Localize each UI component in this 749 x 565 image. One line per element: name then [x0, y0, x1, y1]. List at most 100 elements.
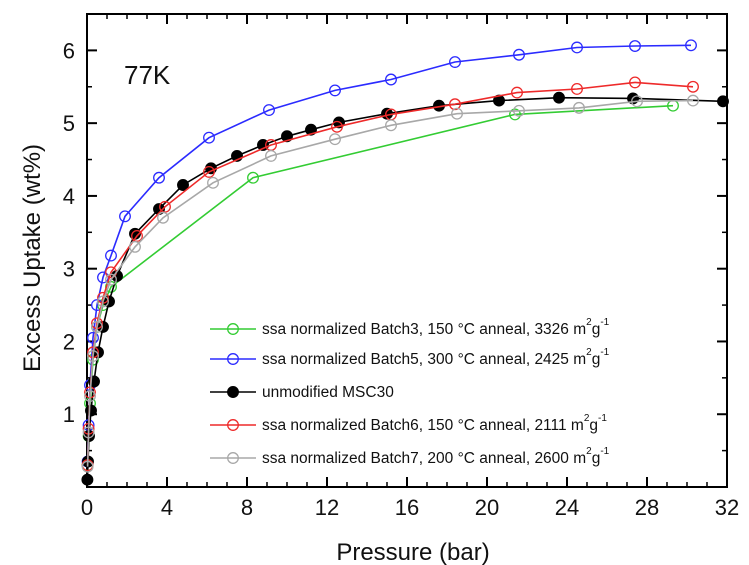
x-tick-label: 12 — [315, 495, 339, 520]
legend-label-sup: -1 — [600, 317, 609, 328]
data-point — [513, 48, 525, 61]
data-point — [449, 98, 461, 111]
legend-label: ssa normalized Batch5, 300 °C anneal, 24… — [262, 347, 610, 368]
legend-label: ssa normalized Batch6, 150 °C anneal, 21… — [262, 413, 607, 434]
data-point — [81, 460, 94, 473]
data-point — [203, 165, 215, 178]
y-tick-label: 4 — [63, 184, 75, 209]
legend: ssa normalized Batch3, 150 °C anneal, 33… — [210, 317, 610, 467]
x-tick-label: 0 — [81, 495, 93, 520]
data-point — [129, 240, 141, 253]
data-point — [247, 171, 259, 184]
data-point — [263, 104, 275, 117]
x-tick-label: 28 — [635, 495, 659, 520]
x-tick-label: 20 — [475, 495, 499, 520]
y-axis-title: Excess Uptake (wt%) — [19, 144, 46, 372]
data-point — [385, 119, 397, 132]
data-point — [717, 95, 729, 108]
data-point — [159, 200, 171, 213]
data-point — [97, 295, 109, 308]
data-point — [329, 84, 341, 97]
data-point — [631, 95, 643, 108]
y-tick-label: 1 — [63, 402, 75, 427]
legend-label-name: ssa normalized Batch7, 200 °C anneal, 26… — [262, 450, 586, 467]
data-point — [82, 426, 95, 439]
data-point — [177, 179, 189, 191]
data-point — [571, 41, 583, 54]
series-1 — [81, 39, 697, 468]
x-tick-label: 4 — [161, 495, 173, 520]
series-line — [86, 44, 692, 462]
data-point — [513, 104, 525, 117]
x-tick-label: 32 — [715, 495, 739, 520]
data-point — [687, 80, 699, 93]
data-point — [573, 101, 585, 114]
data-point — [131, 229, 143, 242]
data-point — [511, 86, 523, 99]
legend-label-sup: -1 — [600, 347, 609, 358]
legend-marker — [227, 323, 239, 335]
legend-item: ssa normalized Batch3, 150 °C anneal, 33… — [210, 317, 610, 338]
data-point — [553, 91, 565, 104]
data-point — [451, 107, 463, 120]
legend-item: ssa normalized Batch5, 300 °C anneal, 24… — [210, 347, 610, 368]
temperature-annotation: 77K — [124, 60, 171, 90]
x-axis-title: Pressure (bar) — [336, 539, 489, 565]
data-point — [265, 149, 277, 162]
y-tick-label: 5 — [63, 111, 75, 136]
data-point — [85, 404, 97, 417]
series-3 — [81, 76, 699, 472]
legend-label-sup: -1 — [600, 446, 609, 457]
data-point — [91, 320, 103, 333]
legend-item: ssa normalized Batch6, 150 °C anneal, 21… — [210, 413, 607, 434]
data-point — [509, 108, 521, 121]
series-layer — [81, 39, 729, 486]
data-point — [331, 120, 343, 133]
data-point — [687, 94, 699, 107]
legend-label-sup: 2 — [586, 347, 592, 358]
series-line — [86, 104, 674, 466]
data-point — [329, 133, 341, 146]
legend-label: ssa normalized Batch7, 200 °C anneal, 26… — [262, 446, 610, 467]
series-line — [86, 81, 694, 466]
data-point — [207, 176, 219, 189]
legend-marker — [227, 419, 239, 431]
data-point — [87, 350, 99, 362]
legend-label-name: ssa normalized Batch6, 150 °C anneal, 21… — [262, 417, 584, 434]
data-point — [105, 249, 117, 262]
data-point — [449, 56, 461, 68]
data-point — [103, 295, 115, 308]
legend-label-sup: 2 — [584, 413, 590, 424]
data-point — [153, 171, 165, 184]
legend-item: unmodified MSC30 — [210, 384, 394, 401]
data-point — [81, 473, 94, 486]
data-point — [97, 320, 109, 333]
y-tick-label: 6 — [63, 38, 75, 63]
legend-label-sup: -1 — [598, 413, 607, 424]
data-point — [629, 40, 641, 52]
y-tick-label: 3 — [63, 257, 75, 282]
y-tick-label: 2 — [63, 329, 75, 354]
x-tick-label: 8 — [241, 495, 253, 520]
legend-label: unmodified MSC30 — [262, 384, 394, 401]
legend-label-unit: g — [589, 417, 598, 434]
data-point — [571, 83, 583, 95]
data-point — [157, 211, 169, 224]
legend-label-unit: g — [592, 321, 601, 338]
data-point — [305, 123, 317, 136]
data-point — [203, 131, 215, 144]
data-point — [281, 130, 293, 143]
series-4 — [81, 94, 699, 473]
data-point — [119, 210, 131, 223]
data-point — [385, 73, 397, 86]
x-tick-label: 24 — [555, 495, 579, 520]
legend-label-unit: g — [592, 351, 601, 368]
data-point — [84, 390, 96, 402]
legend-label: ssa normalized Batch3, 150 °C anneal, 33… — [262, 317, 610, 338]
legend-label-name: ssa normalized Batch3, 150 °C anneal, 33… — [262, 321, 586, 338]
x-tick-label: 16 — [395, 495, 419, 520]
legend-label-name: ssa normalized Batch5, 300 °C anneal, 24… — [262, 351, 586, 368]
series-line — [86, 99, 694, 467]
